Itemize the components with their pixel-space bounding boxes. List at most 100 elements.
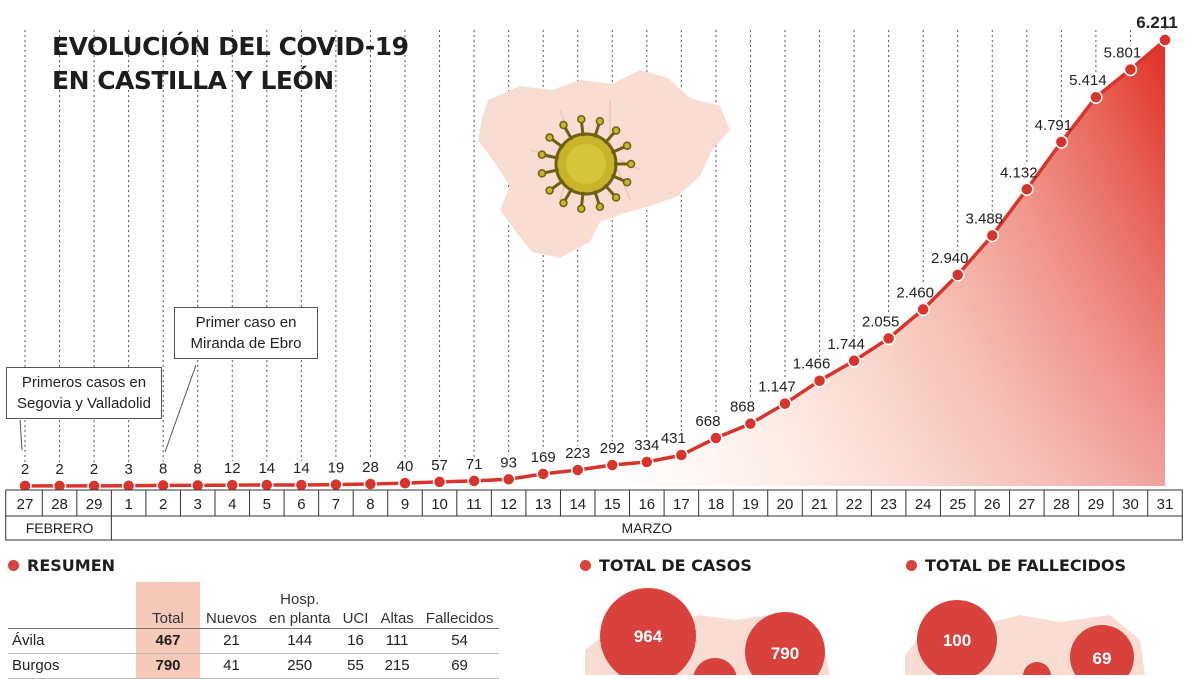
data-point bbox=[674, 448, 689, 462]
day-tick-label: 24 bbox=[915, 496, 932, 513]
annotation-leaders bbox=[19, 364, 197, 453]
table-row: Ávila 467 21 144 16 111 54 bbox=[8, 628, 500, 654]
value-label: 4.791 bbox=[1035, 117, 1073, 134]
value-label: 334 bbox=[634, 437, 659, 454]
value-label: 93 bbox=[500, 454, 517, 471]
day-tick-label: 23 bbox=[880, 496, 897, 513]
data-point bbox=[1020, 182, 1034, 197]
value-label: 223 bbox=[565, 445, 590, 462]
section-resumen-label: RESUMEN bbox=[27, 556, 116, 575]
value-label: 5.414 bbox=[1069, 72, 1107, 89]
value-label: 2.940 bbox=[931, 250, 969, 267]
day-tick-label: 30 bbox=[1122, 496, 1139, 513]
total-casos-map: 964 790 bbox=[585, 588, 830, 675]
header-fallecidos: Fallecidos bbox=[425, 610, 494, 627]
annotation-first-line-1: Primeros casos en bbox=[21, 374, 147, 391]
section-resumen: RESUMEN bbox=[8, 556, 115, 575]
day-tick-label: 14 bbox=[569, 496, 586, 513]
header-hosp-line-1: Hosp. bbox=[280, 591, 320, 608]
section-total-casos: TOTAL DE CASOS bbox=[580, 556, 752, 575]
leader-line-first bbox=[19, 419, 23, 451]
leader-line-second bbox=[164, 364, 197, 453]
day-tick-label: 20 bbox=[777, 496, 794, 513]
day-tick-label: 12 bbox=[500, 496, 517, 513]
data-point bbox=[743, 416, 758, 431]
fallecidos-bubble-1-label: 100 bbox=[943, 631, 971, 650]
day-tick-label: 5 bbox=[263, 496, 271, 513]
data-point bbox=[398, 476, 412, 490]
value-label: 14 bbox=[293, 460, 310, 477]
value-label: 4.132 bbox=[1000, 164, 1038, 181]
value-label: 57 bbox=[431, 457, 448, 474]
day-tick-label: 4 bbox=[228, 496, 236, 513]
data-point bbox=[985, 228, 1000, 243]
cell-nuevos: 21 bbox=[200, 628, 263, 654]
data-point bbox=[432, 475, 447, 489]
header-total: Total bbox=[136, 582, 200, 629]
annotation-first-cases: Primeros casos en Segovia y Valladolid bbox=[6, 367, 162, 419]
data-point bbox=[501, 472, 516, 487]
fallecidos-bubble-2 bbox=[1070, 625, 1134, 675]
day-tick-label: 9 bbox=[401, 496, 409, 513]
section-total-fallecidos-label: TOTAL DE FALLECIDOS bbox=[925, 556, 1127, 575]
value-label: 12 bbox=[224, 460, 241, 477]
data-point bbox=[467, 474, 481, 488]
header-hosp: Hosp. en planta bbox=[263, 582, 337, 629]
day-tick-label: 11 bbox=[466, 496, 482, 513]
casos-bubble-1 bbox=[600, 588, 696, 675]
data-point bbox=[709, 431, 723, 445]
data-point bbox=[1123, 62, 1138, 77]
day-tick-label: 16 bbox=[638, 496, 655, 513]
value-label: 1.466 bbox=[793, 356, 831, 373]
fallecidos-bubble-1 bbox=[917, 600, 997, 675]
day-tick-label: 27 bbox=[1018, 496, 1035, 513]
value-labels: 2 2 2 3 8 8 12 14 14 19 28 40 57 71 93 169 223 292 334 4316… bbox=[21, 13, 1178, 478]
data-point bbox=[225, 478, 240, 492]
day-axis-box bbox=[5, 489, 1183, 517]
day-tick-label: 21 bbox=[811, 496, 828, 513]
fallecidos-bubble-2-label: 69 bbox=[1093, 649, 1112, 668]
day-tick-label: 26 bbox=[984, 496, 1001, 513]
header-altas: Altas bbox=[380, 610, 414, 627]
day-tick-label: 31 bbox=[1157, 496, 1174, 513]
total-fallecidos-map: 100 69 bbox=[905, 600, 1145, 675]
day-tick-label: 13 bbox=[535, 496, 552, 513]
data-point bbox=[1054, 135, 1069, 149]
value-label: 2 bbox=[90, 461, 98, 478]
header-hosp-line-2: en planta bbox=[268, 610, 331, 627]
chart-title: EVOLUCIÓN DEL COVID-19 EN CASTILLA Y LEÓ… bbox=[52, 30, 409, 98]
annotation-first-line-2: Segovia y Valladolid bbox=[17, 395, 151, 412]
cell-fallecidos: 54 bbox=[419, 628, 500, 654]
data-point bbox=[1089, 90, 1103, 104]
value-label: 8 bbox=[194, 460, 202, 477]
value-label: 71 bbox=[466, 456, 483, 473]
chart-title-line-1: EVOLUCIÓN DEL COVID-19 bbox=[52, 32, 409, 61]
value-label: 8 bbox=[159, 460, 167, 477]
value-label: 3 bbox=[124, 461, 132, 478]
cell-altas: 111 bbox=[374, 628, 420, 654]
casos-bubble-2 bbox=[745, 612, 825, 675]
day-tick-label: 1 bbox=[124, 496, 132, 513]
chart-title-line-2: EN CASTILLA Y LEÓN bbox=[52, 66, 334, 95]
day-tick-label: 17 bbox=[673, 496, 690, 513]
day-tick-label: 15 bbox=[604, 496, 621, 513]
month-label: FEBRERO bbox=[26, 520, 94, 536]
data-point bbox=[778, 396, 792, 411]
header-provincia bbox=[8, 582, 136, 629]
day-tick-label: 29 bbox=[1088, 496, 1105, 513]
value-label: 14 bbox=[258, 460, 275, 477]
cell-provincia: Ávila bbox=[8, 628, 136, 654]
day-tick-label: 22 bbox=[846, 496, 863, 513]
value-label: 40 bbox=[397, 458, 414, 475]
table-header-row: Total Nuevos Hosp. en planta UCI Altas Fa… bbox=[8, 582, 499, 629]
cell-uci: 16 bbox=[336, 628, 375, 654]
value-label: 2 bbox=[55, 461, 63, 478]
value-label: 19 bbox=[328, 460, 345, 477]
day-tick-label: 10 bbox=[431, 496, 448, 513]
annotation-second-line-2: Miranda de Ebro bbox=[190, 335, 302, 352]
data-point bbox=[605, 458, 620, 472]
data-point bbox=[536, 467, 550, 481]
date-axis: 27 28 29 1 2 3 4 5 6 7 8 9 10 11 12 13 14 15 16 17 18 19 20 21 2… bbox=[5, 489, 1183, 541]
day-tick-label: 28 bbox=[1053, 496, 1070, 513]
